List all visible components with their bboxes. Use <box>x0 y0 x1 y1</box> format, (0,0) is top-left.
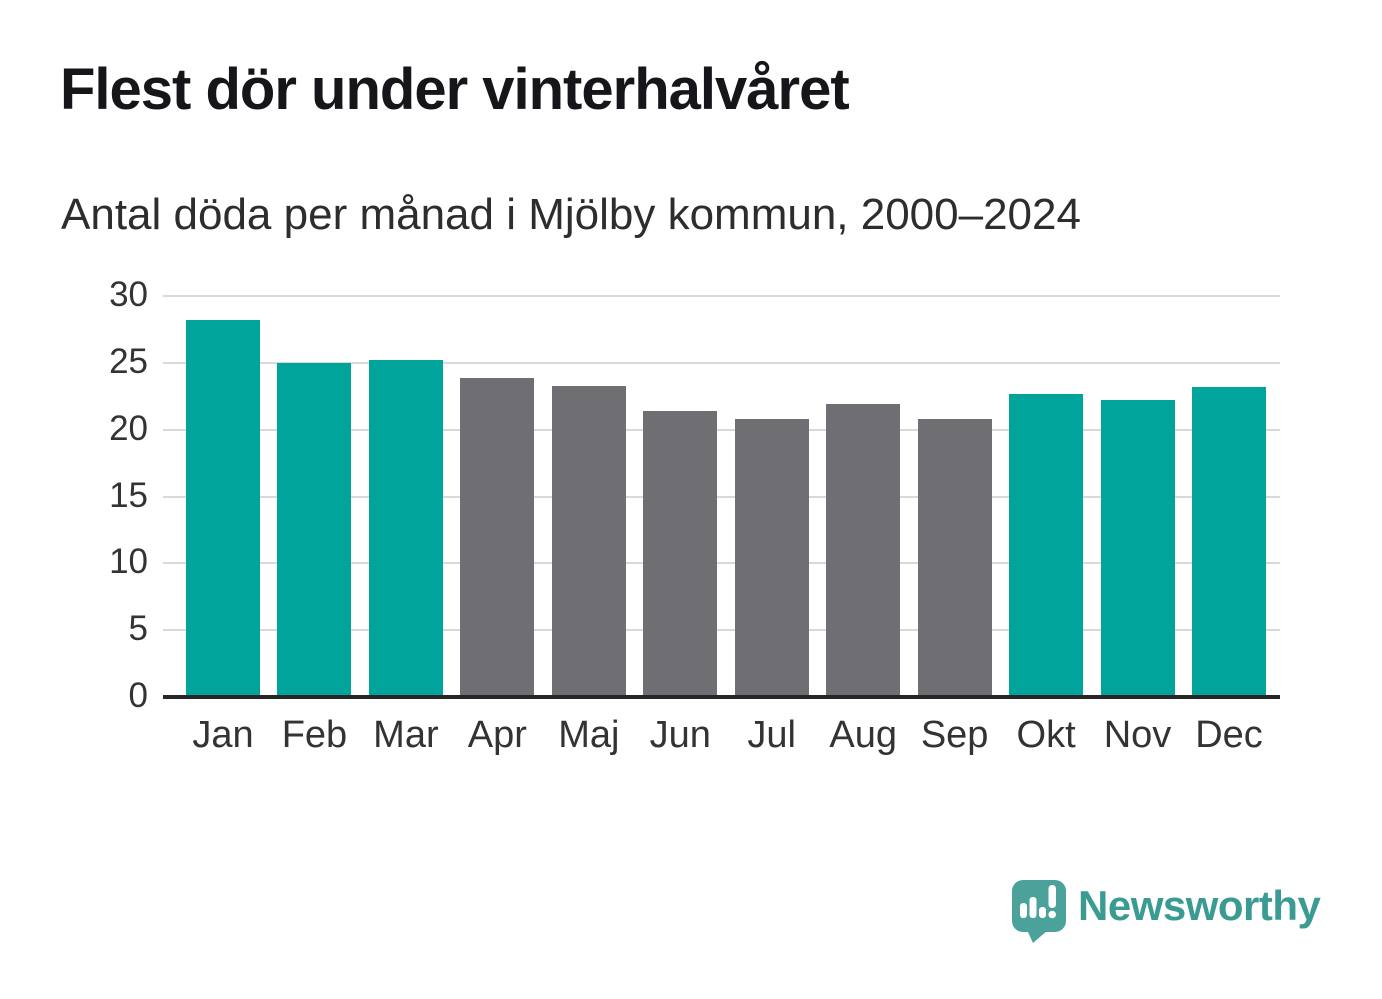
gridline-25 <box>163 361 1280 364</box>
x-tick-label-jul: Jul <box>747 714 796 756</box>
y-tick-label-10: 10 <box>109 542 148 582</box>
x-tick-label-jan: Jan <box>192 714 254 756</box>
x-tick-label-feb: Feb <box>281 714 348 756</box>
bar-nov <box>1100 400 1175 697</box>
x-tick-label-dec: Dec <box>1195 714 1263 756</box>
x-tick-label-mar: Mar <box>373 714 439 756</box>
newsworthy-bubble-barchart-icon <box>1012 880 1066 943</box>
bar-dec <box>1191 386 1266 697</box>
newsworthy-logo: Newsworthy <box>1012 880 1321 943</box>
gridline-30 <box>163 295 1280 297</box>
x-axis-tick-labels: Jan Feb Mar Apr Maj Jun Jul Aug Sep Okt Nov Dec <box>186 714 1266 757</box>
bar-apr <box>460 377 535 697</box>
bar-jul <box>734 419 809 697</box>
x-tick-label-okt: Okt <box>1016 714 1076 756</box>
x-axis-line <box>163 695 1280 699</box>
x-tick-label-jun: Jun <box>649 714 711 756</box>
y-tick-label-15: 15 <box>109 475 148 515</box>
gridline-20 <box>163 428 1280 431</box>
bar-series <box>186 296 1266 697</box>
x-tick-label-sep: Sep <box>920 714 989 756</box>
bar-mar <box>368 360 443 697</box>
x-tick-label-nov: Nov <box>1103 714 1172 756</box>
bar-maj <box>551 385 626 697</box>
x-tick-label-apr: Apr <box>467 714 527 756</box>
y-tick-label-0: 0 <box>128 676 148 716</box>
chart-title: Flest dör under vinterhalvåret <box>60 57 850 122</box>
bar-sep <box>917 419 992 697</box>
gridline-15 <box>163 495 1280 498</box>
y-tick-label-5: 5 <box>128 609 148 649</box>
x-tick-label-maj: Maj <box>558 714 620 756</box>
gridline-5 <box>163 629 1280 632</box>
plot-area <box>163 295 1280 699</box>
bar-feb <box>277 362 352 697</box>
newsworthy-logo-text: Newsworthy <box>1078 882 1321 929</box>
x-tick-label-aug: Aug <box>829 714 897 756</box>
bar-jun <box>643 411 718 697</box>
y-axis-tick-labels: 0 5 10 15 20 25 30 <box>30 275 148 715</box>
bar-aug <box>826 404 901 697</box>
gridline-10 <box>163 562 1280 565</box>
chart-subtitle: Antal döda per månad i Mjölby kommun, 20… <box>61 190 1081 239</box>
bar-okt <box>1009 393 1084 697</box>
bar-jan <box>186 320 260 697</box>
y-tick-label-20: 20 <box>109 408 148 448</box>
y-tick-label-30: 30 <box>109 275 148 315</box>
y-tick-label-25: 25 <box>109 342 148 382</box>
